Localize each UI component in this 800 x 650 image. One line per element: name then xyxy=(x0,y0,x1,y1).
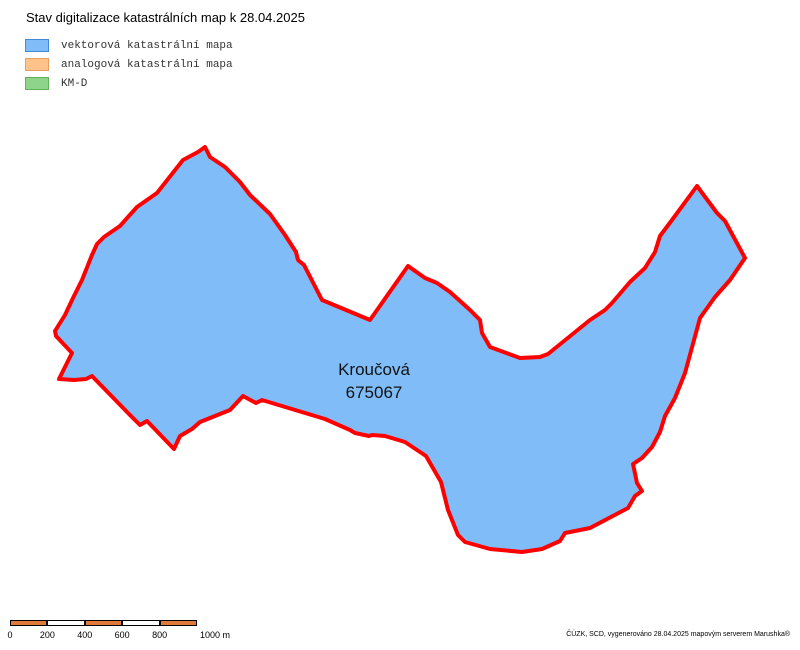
legend-swatch-analog xyxy=(25,58,49,71)
scale-bar: 0 200 400 600 800 1000 m xyxy=(7,620,230,650)
legend-swatch-vector xyxy=(25,39,49,52)
legend-item-kmd: KM-D xyxy=(25,74,233,93)
scale-label: 200 xyxy=(39,630,55,640)
map-credit: ČÚZK, SCD, vygenerováno 28.04.2025 mapov… xyxy=(566,631,790,638)
legend-label-kmd: KM-D xyxy=(61,77,88,90)
area-name-label: Kroučová xyxy=(338,360,410,379)
scale-segment xyxy=(84,620,123,626)
scale-segment xyxy=(47,620,85,626)
scale-segment xyxy=(159,620,197,626)
scale-label: 400 xyxy=(77,630,93,640)
map-title: Stav digitalizace katastrálních map k 28… xyxy=(26,10,305,25)
scale-label: 600 xyxy=(114,630,130,640)
scale-label: 0 xyxy=(7,630,13,640)
cadastral-area-polygon[interactable] xyxy=(53,145,747,554)
scale-segment xyxy=(122,620,160,626)
legend: vektorová katastrální mapa analogová kat… xyxy=(25,36,233,93)
scale-segment xyxy=(10,620,48,626)
legend-item-vector: vektorová katastrální mapa xyxy=(25,36,233,55)
scale-label: 1000 m xyxy=(199,630,231,640)
legend-item-analog: analogová katastrální mapa xyxy=(25,55,233,74)
scale-label: 800 xyxy=(152,630,168,640)
area-code-label: 675067 xyxy=(346,383,403,402)
scale-bar-segments xyxy=(10,620,197,626)
legend-label-analog: analogová katastrální mapa xyxy=(61,58,233,71)
legend-swatch-kmd xyxy=(25,77,49,90)
legend-label-vector: vektorová katastrální mapa xyxy=(61,39,233,52)
